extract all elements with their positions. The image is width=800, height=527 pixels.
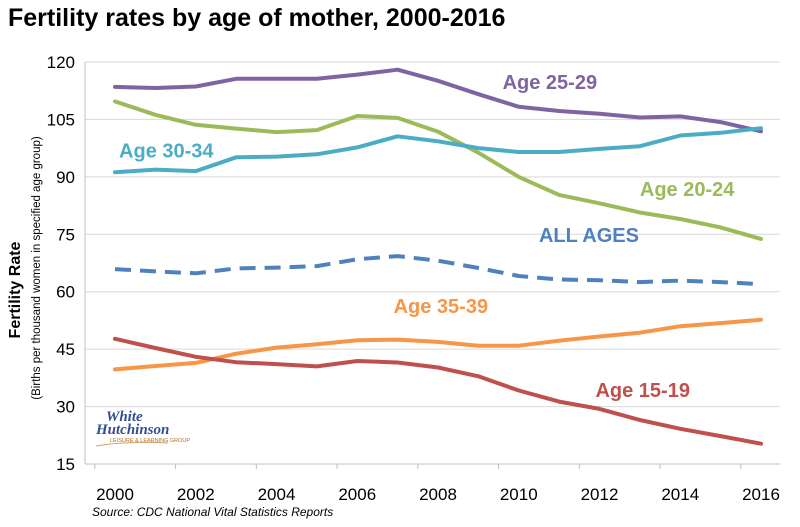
x-tick-label: 2016 xyxy=(742,485,780,504)
y-tick-label: 15 xyxy=(56,455,75,474)
series-label-age-35-39: Age 35-39 xyxy=(394,296,489,318)
x-tick-label: 2002 xyxy=(177,485,215,504)
y-tick-label: 90 xyxy=(56,168,75,187)
logo-line1: White xyxy=(106,409,143,425)
series-line-age-30-34 xyxy=(113,126,763,175)
y-tick-label: 120 xyxy=(47,53,75,72)
y-tick-label: 75 xyxy=(56,225,75,244)
series-line-age-15-19 xyxy=(113,336,763,446)
x-axis-ticks: 2000 2002 2004 2006 2008 2010 2012 2014 2016 xyxy=(96,485,780,504)
axes xyxy=(84,62,780,469)
y-tick-label: 45 xyxy=(56,340,75,359)
y-tick-label: 30 xyxy=(56,398,75,417)
series-label-age-15-19: Age 15-19 xyxy=(595,380,690,402)
x-tick-label: 2004 xyxy=(258,485,296,504)
series-labels: Age 25-29 Age 20-24 Age 30-34 ALL AGES Age 3… xyxy=(119,72,735,402)
series-line-age-35-39 xyxy=(113,317,763,372)
chart-title: Fertility rates by age of mother, 2000-2… xyxy=(8,4,506,32)
y-tick-label: 60 xyxy=(56,283,75,302)
y-axis-ticks: 15 30 45 60 75 90 105 120 xyxy=(47,53,75,474)
series-line-age-20-24 xyxy=(113,99,763,241)
logo-line2: Hutchinson xyxy=(95,422,169,438)
y-tick-label: 105 xyxy=(47,110,75,129)
x-tick-label: 2006 xyxy=(338,485,376,504)
series-label-age-20-24: Age 20-24 xyxy=(640,179,735,201)
y-axis-sublabel: (Births per thousand women in specified … xyxy=(31,136,43,400)
series-line-all-ages xyxy=(114,254,762,287)
x-tick-label: 2014 xyxy=(661,485,699,504)
gridlines xyxy=(85,61,780,408)
source-note: Source: CDC National Vital Statistics Re… xyxy=(92,505,334,519)
x-tick-label: 2000 xyxy=(96,485,134,504)
y-axis-label: Fertility Rate xyxy=(7,241,24,338)
x-tick-label: 2010 xyxy=(500,485,538,504)
series-label-age-25-29: Age 25-29 xyxy=(503,72,597,94)
x-tick-label: 2012 xyxy=(581,485,619,504)
series-label-age-30-34: Age 30-34 xyxy=(119,141,214,163)
x-tick-label: 2008 xyxy=(419,485,457,504)
series-line-age-25-29 xyxy=(113,67,763,134)
logo-line3: LEISURE & LEARNING GROUP xyxy=(110,438,190,444)
series-label-all-ages: ALL AGES xyxy=(539,225,639,247)
company-logo: White Hutchinson LEISURE & LEARNING GROU… xyxy=(95,409,190,447)
series-lines xyxy=(113,67,763,446)
logo-swoosh xyxy=(95,441,169,447)
